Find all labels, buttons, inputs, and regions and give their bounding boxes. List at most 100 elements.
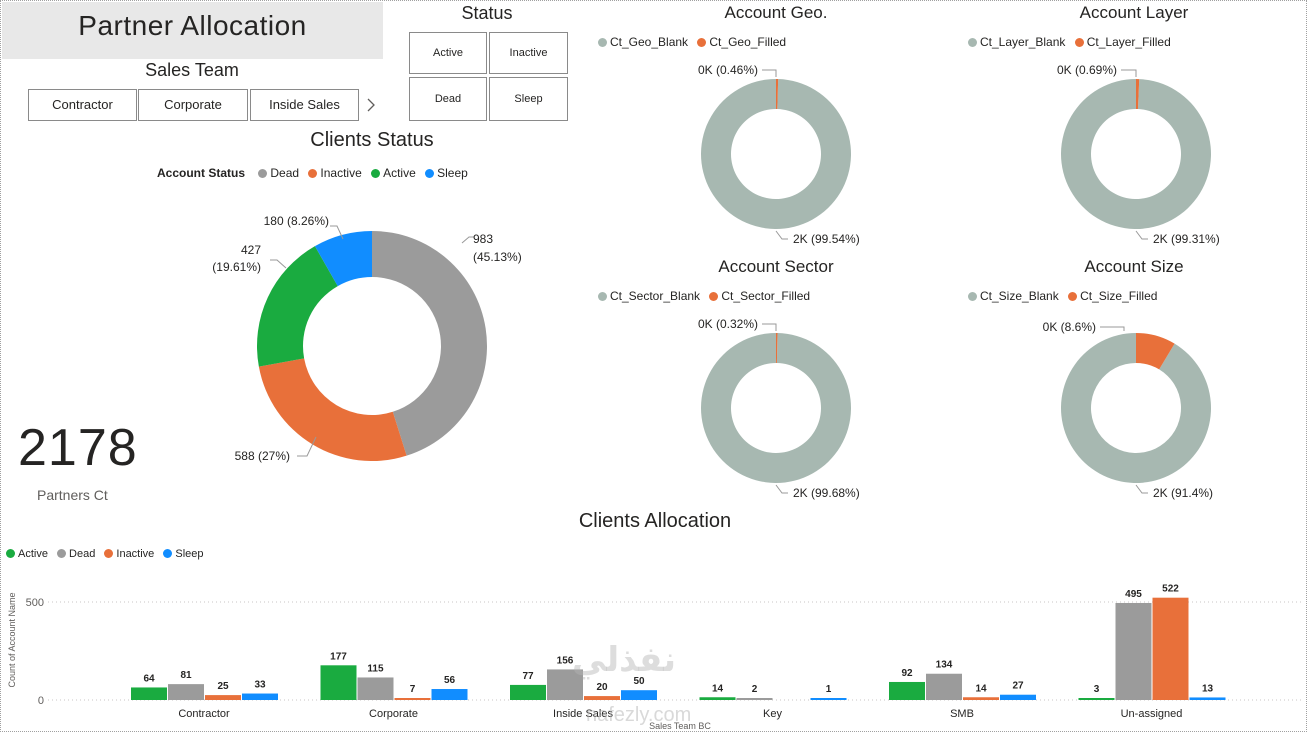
leader-blank	[1135, 230, 1148, 240]
bar-active	[510, 684, 546, 700]
legend-size-blank: Ct_Size_Blank	[980, 289, 1059, 303]
slice-dead	[372, 231, 487, 456]
sales-team-title: Sales Team	[145, 60, 239, 80]
leader-filled	[1121, 69, 1137, 77]
partners-count-value: 2178	[18, 419, 138, 477]
bar-value-label: 25	[217, 681, 229, 692]
bar-dead	[926, 673, 962, 700]
legend-filled-marker	[1068, 292, 1078, 301]
legend-filled-marker	[697, 38, 707, 47]
label-filled: 0K (0.46%)	[698, 63, 758, 77]
bar-active	[699, 697, 736, 700]
slice-blank	[1061, 79, 1211, 229]
x-tick-label: Contractor	[178, 708, 230, 720]
x-tick-label: Un-assigned	[1121, 708, 1183, 720]
legend-size-filled: Ct_Size_Filled	[1080, 289, 1158, 303]
clients-status-donut: 983 (45.13%) 588 (27%) 427 (19.61%) 180 (8.26…	[212, 214, 522, 463]
legend-inactive: Inactive	[320, 166, 362, 180]
label-active: 427	[241, 243, 261, 257]
legend-title: Account Status	[157, 166, 246, 180]
label-dead-pct: (45.13%)	[473, 250, 522, 264]
status-active-button[interactable]: Active	[409, 32, 487, 74]
legend-blank-marker	[598, 292, 607, 301]
bar-value-label: 92	[901, 668, 913, 679]
leader-dead	[461, 236, 474, 244]
bar-value-label: 1	[826, 684, 832, 695]
legend-blank-marker	[598, 38, 607, 47]
bar-dead	[357, 677, 394, 700]
slicer-inside-sales-button[interactable]: Inside Sales	[250, 89, 359, 121]
status-inactive-button[interactable]: Inactive	[489, 32, 568, 74]
legend-layer-filled: Ct_Layer_Filled	[1086, 35, 1171, 49]
bar-sleep	[621, 690, 657, 700]
label-blank: 2K (91.4%)	[1153, 486, 1213, 500]
slice-blank	[701, 333, 851, 483]
chevron-right-icon[interactable]	[366, 97, 376, 113]
bar-value-label: 14	[975, 683, 987, 694]
slice-inactive	[258, 358, 407, 461]
status-dead-button[interactable]: Dead	[409, 77, 487, 121]
account-layer-title: Account Layer	[1079, 3, 1189, 22]
label-filled: 0K (8.6%)	[1043, 320, 1096, 334]
legend-sleep: Sleep	[437, 166, 468, 180]
legend-active: Active	[383, 166, 416, 180]
bar-value-label: 20	[596, 682, 608, 693]
bar-dead	[547, 669, 583, 700]
bar-value-label: 33	[254, 680, 266, 691]
bar-legend-inactive: Inactive	[116, 548, 155, 560]
bar-dead	[168, 684, 204, 700]
bar-dead	[736, 698, 773, 700]
slice-filled	[1136, 79, 1140, 110]
legend-geo-blank: Ct_Geo_Blank	[610, 35, 689, 49]
bar-sleep	[810, 698, 847, 700]
account-geo-donut: 0K (0.46%) 2K (99.54%)	[698, 63, 860, 246]
account-size-legend: Ct_Size_Blank Ct_Size_Filled	[962, 289, 1157, 303]
bar-value-label: 81	[180, 670, 192, 681]
legend-active-marker	[371, 169, 381, 178]
bar-value-label: 50	[633, 676, 645, 687]
slice-blank	[1061, 333, 1211, 483]
account-layer-legend: Ct_Layer_Blank Ct_Layer_Filled	[962, 35, 1171, 49]
bar-legend-dead: Dead	[69, 548, 96, 560]
bar-inactive	[584, 696, 620, 700]
bar-inactive	[394, 698, 431, 700]
bar-sleep	[242, 693, 278, 700]
bar-inactive	[963, 697, 999, 700]
slicer-corporate-button[interactable]: Corporate	[138, 89, 248, 121]
y-tick-label: 0	[38, 695, 44, 707]
bar-value-label: 13	[1202, 683, 1214, 694]
bar-active	[889, 681, 925, 700]
bar-value-label: 522	[1162, 584, 1179, 595]
bar-inactive	[1152, 597, 1189, 700]
bar-value-label: 495	[1125, 589, 1142, 600]
legend-blank-marker	[968, 38, 977, 47]
bar-value-label: 27	[1012, 681, 1024, 692]
leader-active	[270, 259, 287, 269]
legend-sector-blank: Ct_Sector_Blank	[610, 289, 701, 303]
slicer-contractor-button[interactable]: Contractor	[28, 89, 137, 121]
bar-value-label: 115	[367, 663, 384, 674]
account-size-title: Account Size	[1084, 257, 1184, 276]
bar-value-label: 64	[143, 673, 155, 684]
partners-count-label: Partners Ct	[37, 487, 108, 503]
account-sector-donut: 0K (0.32%) 2K (99.68%)	[698, 317, 860, 500]
account-geo-title: Account Geo.	[724, 3, 828, 22]
label-blank: 2K (99.68%)	[793, 486, 860, 500]
legend-blank-marker	[968, 292, 977, 301]
bar-value-label: 7	[410, 684, 416, 695]
bar-value-label: 177	[330, 651, 347, 662]
legend-active-marker	[6, 549, 15, 558]
slice-sleep	[314, 231, 372, 287]
legend-dead-marker	[258, 169, 268, 178]
y-tick-label: 500	[26, 597, 44, 609]
watermark-arabic: نفذلي	[572, 640, 677, 680]
bar-active	[320, 665, 357, 700]
leader-blank	[775, 484, 788, 494]
status-sleep-button[interactable]: Sleep	[489, 77, 568, 121]
x-tick-label: SMB	[950, 708, 974, 720]
bar-value-label: 77	[522, 671, 534, 682]
x-tick-label: Corporate	[369, 708, 418, 720]
leader-filled	[762, 69, 777, 77]
x-tick-label: Key	[763, 708, 782, 720]
legend-dead: Dead	[270, 166, 300, 180]
